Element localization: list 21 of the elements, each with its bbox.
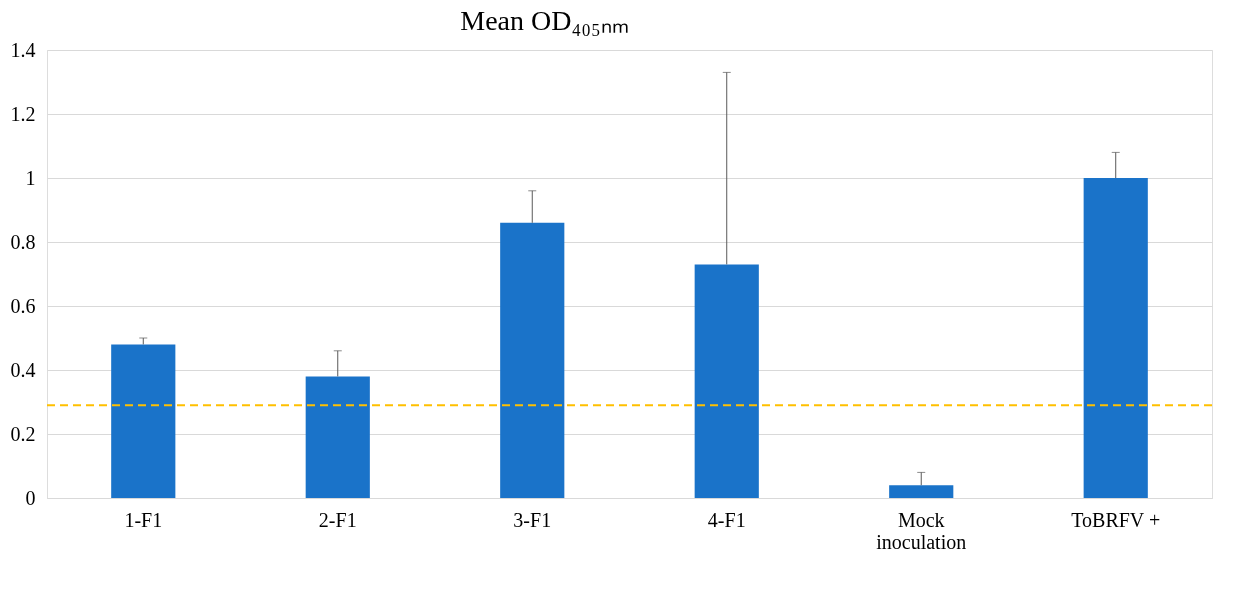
bar: [111, 344, 176, 498]
x-tick-label: 3-F1: [513, 508, 552, 531]
y-tick-label: 1: [25, 166, 36, 189]
bar: [694, 264, 759, 498]
chart-title: Mean OD₄₀₅ₙₘ: [460, 5, 629, 36]
y-tick-label: 1.2: [10, 102, 36, 125]
x-tick-label: 1-F1: [124, 508, 163, 531]
bar: [305, 376, 370, 498]
y-tick-label: 1.4: [10, 38, 36, 61]
y-tick-label: 0.8: [10, 230, 36, 253]
y-tick-label: 0.6: [10, 294, 36, 317]
x-tick-label: 4-F1: [707, 508, 746, 531]
x-tick-label: Mock inoculation: [876, 508, 967, 553]
y-tick-label: 0: [25, 486, 36, 509]
x-tick-label: ToBRFV +: [1071, 508, 1161, 531]
y-tick-label: 0.4: [10, 358, 36, 381]
bar: [889, 485, 954, 498]
bar: [1083, 178, 1148, 498]
x-tick-label: 2-F1: [318, 508, 357, 531]
y-tick-label: 0.2: [10, 422, 36, 445]
bar: [500, 222, 565, 498]
